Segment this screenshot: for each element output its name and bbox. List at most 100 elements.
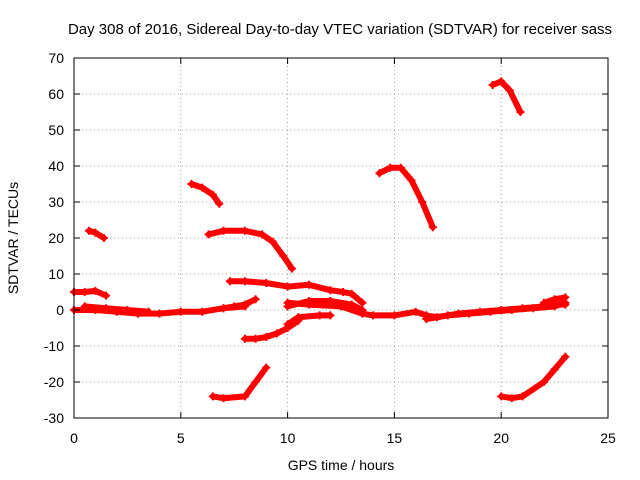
data-point bbox=[304, 300, 313, 309]
data-point bbox=[294, 313, 303, 322]
series-track-06 bbox=[204, 226, 296, 273]
data-point bbox=[91, 286, 100, 295]
data-point bbox=[465, 309, 474, 318]
data-point bbox=[155, 309, 164, 318]
data-series bbox=[70, 77, 570, 403]
data-point bbox=[219, 394, 228, 403]
grid bbox=[74, 58, 608, 418]
data-point bbox=[215, 199, 224, 208]
data-point bbox=[283, 298, 292, 307]
series-track-07 bbox=[219, 295, 260, 313]
data-point bbox=[488, 81, 497, 89]
data-point bbox=[208, 392, 217, 401]
data-point bbox=[516, 108, 525, 116]
series-track-03 bbox=[80, 302, 153, 316]
series-track-04 bbox=[84, 226, 108, 242]
data-point bbox=[225, 277, 234, 286]
data-point bbox=[240, 226, 249, 235]
y-tick-label: -20 bbox=[44, 374, 64, 390]
data-point bbox=[198, 307, 207, 316]
data-point bbox=[257, 230, 266, 239]
data-point bbox=[418, 198, 427, 206]
data-point bbox=[411, 307, 420, 316]
data-point bbox=[315, 311, 324, 320]
data-point bbox=[268, 237, 277, 246]
y-tick-label: 60 bbox=[48, 86, 64, 102]
data-point bbox=[396, 163, 405, 172]
data-point bbox=[358, 298, 367, 307]
data-point bbox=[230, 302, 239, 311]
data-point bbox=[422, 315, 431, 323]
data-point bbox=[347, 289, 356, 298]
series-track-13 bbox=[422, 298, 570, 323]
series-track-16 bbox=[375, 163, 437, 232]
data-point bbox=[187, 180, 196, 188]
data-point bbox=[407, 176, 416, 185]
data-point bbox=[204, 230, 213, 239]
data-point bbox=[283, 320, 292, 329]
data-point bbox=[518, 392, 527, 401]
series-track-17 bbox=[488, 77, 525, 116]
data-point bbox=[339, 288, 348, 296]
data-point bbox=[262, 363, 271, 372]
data-point bbox=[176, 307, 185, 316]
x-axis-label: GPS time / hours bbox=[288, 457, 395, 473]
data-point bbox=[561, 352, 570, 361]
data-point bbox=[337, 302, 345, 311]
series-track-14 bbox=[539, 293, 570, 307]
series-track-08 bbox=[225, 277, 367, 307]
chart-title: Day 308 of 2016, Sidereal Day-to-day VTE… bbox=[68, 21, 612, 38]
data-point bbox=[240, 277, 249, 286]
data-point bbox=[251, 295, 260, 304]
data-point bbox=[304, 280, 313, 289]
data-point bbox=[428, 223, 437, 232]
data-point bbox=[390, 311, 399, 320]
y-tick-label: 50 bbox=[48, 122, 64, 138]
data-point bbox=[539, 378, 548, 386]
data-point bbox=[443, 311, 452, 320]
y-tick-label: 10 bbox=[48, 266, 64, 282]
data-point bbox=[287, 264, 296, 273]
series-trace bbox=[71, 287, 109, 299]
y-tick-label: 30 bbox=[48, 194, 64, 210]
data-point bbox=[91, 228, 100, 237]
y-tick-label: -10 bbox=[44, 338, 64, 354]
data-point bbox=[505, 86, 514, 95]
data-point bbox=[123, 306, 132, 314]
data-point bbox=[369, 311, 378, 320]
data-point bbox=[561, 293, 570, 302]
y-tick-label: -30 bbox=[44, 410, 64, 426]
data-point bbox=[326, 286, 335, 295]
data-point bbox=[240, 392, 249, 401]
data-point bbox=[550, 302, 559, 311]
data-point bbox=[251, 334, 260, 343]
data-point bbox=[550, 365, 559, 374]
series-track-18 bbox=[497, 352, 570, 403]
data-point bbox=[507, 306, 516, 314]
series-track-11 bbox=[283, 311, 335, 329]
x-tick-label: 10 bbox=[280, 430, 296, 446]
data-point bbox=[80, 302, 89, 311]
series-track-05 bbox=[187, 180, 224, 208]
data-point bbox=[497, 392, 506, 401]
data-point bbox=[80, 288, 89, 296]
data-point bbox=[326, 311, 335, 320]
data-point bbox=[219, 226, 228, 235]
data-point bbox=[386, 163, 395, 172]
x-tick-label: 15 bbox=[387, 430, 403, 446]
y-tick-label: 70 bbox=[48, 50, 64, 66]
data-point bbox=[208, 190, 217, 199]
data-point bbox=[529, 304, 538, 313]
data-point bbox=[102, 291, 111, 300]
data-point bbox=[507, 394, 516, 403]
data-point bbox=[198, 183, 207, 192]
data-point bbox=[262, 279, 271, 287]
series-trace bbox=[284, 312, 334, 328]
y-axis-label: SDTVAR / TECUs bbox=[5, 182, 21, 294]
data-point bbox=[283, 282, 292, 291]
series-trace bbox=[81, 303, 152, 315]
data-point bbox=[144, 307, 153, 316]
series-track-15 bbox=[208, 363, 271, 403]
